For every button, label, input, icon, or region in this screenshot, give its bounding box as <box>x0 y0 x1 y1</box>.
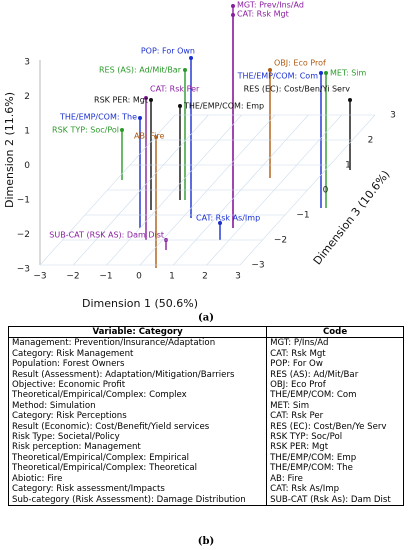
cell: Risk perception: Management <box>7 442 268 453</box>
y-tick-label: −3 <box>17 265 30 275</box>
row: Theoretical/Empirical/Complex: Empirical… <box>7 452 404 464</box>
cell: Objective: Economic Profit <box>7 380 268 391</box>
point-label: RES (EC): Cost/Ben/Yi Serv <box>244 85 351 94</box>
cell: RES (AS): Ad/Mit/Bar <box>266 369 404 381</box>
table: Variable: Category Code Management: Prev… <box>7 325 404 506</box>
point-label: SUB-CAT (RSK AS): Dam Dist <box>49 231 164 240</box>
cell: Result (Economic): Cost/Benefit/Yield se… <box>7 421 268 433</box>
x-axis-label: Dimension 1 (50.6%) <box>82 297 198 310</box>
z-tick-label: −2 <box>274 236 287 246</box>
y-axis-label: Dimension 2 (11.6%) <box>3 92 16 208</box>
z-tick-label: 1 <box>345 161 351 171</box>
y-tick-label: 1 <box>24 127 30 137</box>
point-label: AB: Fire <box>134 132 165 141</box>
cell: Abiotic: Fire <box>7 473 268 485</box>
y-tick-label: 3 <box>24 58 30 68</box>
header-cell: Code <box>266 325 404 339</box>
cell: Management: Prevention/Insurance/Adaptat… <box>7 337 268 349</box>
row: Theoretical/Empirical/Complex: Complex TH… <box>7 390 404 401</box>
caption-b: (b) <box>197 536 215 547</box>
cell: THE/EMP/COM: Com <box>266 390 404 401</box>
point-label: POP: For Own <box>141 47 195 56</box>
z-tick-label: 0 <box>323 186 329 196</box>
x-tick-label: 3 <box>235 272 241 282</box>
x-tick-label: 1 <box>169 272 175 282</box>
cell: Category: Risk Perceptions <box>7 411 268 422</box>
point-label: MET: Sim <box>330 69 367 78</box>
cell: SUB-CAT (Rsk As): Dam Dist <box>266 494 404 506</box>
cell: RSK PER: Mgt <box>266 442 404 453</box>
point-label: RES (AS): Ad/Mit/Bar <box>99 66 182 75</box>
cell: Population: Forest Owners <box>7 359 268 370</box>
cell: Sub-category (Risk Assessment): Damage D… <box>7 494 268 506</box>
row: Risk Type: Societal/Policy RSK TYP: Soc/P… <box>7 432 404 443</box>
x-tick-label: −2 <box>66 272 79 282</box>
cell: CAT: Rsk As/Imp <box>266 484 404 495</box>
z-axis-label: Dimension 3 (10.6%) <box>311 168 393 267</box>
cell: THE/EMP/COM: Emp <box>266 452 404 464</box>
y-tick-label: 2 <box>24 92 30 102</box>
x-tick-label: 2 <box>202 272 208 282</box>
row: Result (Economic): Cost/Benefit/Yield se… <box>7 421 404 433</box>
point-label: THE/EMP/COM: Emp <box>183 102 264 111</box>
point-label: MGT: Prev/Ins/Ad <box>237 1 304 10</box>
cell: Result (Assessment): Adaptation/Mitigati… <box>7 369 268 381</box>
row: Result (Assessment): Adaptation/Mitigati… <box>7 369 404 381</box>
cell: RSK TYP: Soc/Pol <box>266 432 404 443</box>
cell: THE/EMP/COM: The <box>266 463 404 474</box>
point-label: THE/EMP/COM: Com <box>237 72 319 81</box>
z-tick-label: −3 <box>251 261 264 271</box>
header-row: Variable: Category Code <box>7 325 404 339</box>
cell: MGT: P/Ins/Ad <box>266 337 404 349</box>
point-label: RSK TYP: Soc/Pol <box>52 126 119 135</box>
row: Risk perception: Management RSK PER: Mgt <box>7 442 404 453</box>
floor-grid <box>39 114 176 266</box>
row: Category: Risk assessment/Impacts CAT: Rs… <box>7 484 404 495</box>
row: Management: Prevention/Insurance/Adaptat… <box>7 337 404 349</box>
row: Theoretical/Empirical/Complex: Theoretic… <box>7 463 404 474</box>
x-tick-label: −3 <box>33 272 46 282</box>
row: Category: Risk Management CAT: Rsk Mgt <box>7 348 404 360</box>
row: Sub-category (Risk Assessment): Damage D… <box>7 494 404 506</box>
z-tick-label: 3 <box>390 111 396 121</box>
header-cell: Variable: Category <box>7 325 268 339</box>
point-label: CAT: Rsk Per <box>150 85 200 94</box>
cell: Risk Type: Societal/Policy <box>7 432 268 443</box>
row: Category: Risk Perceptions CAT: Rsk Per <box>7 411 404 422</box>
cell: Theoretical/Empirical/Complex: Theoretic… <box>7 463 268 474</box>
row: Objective: Economic Profit OBJ: Eco Prof <box>7 380 404 391</box>
row: Method: Simulation MET: Sim <box>7 400 404 412</box>
cell: Category: Risk Management <box>7 348 268 360</box>
cell: CAT: Rsk Per <box>266 411 404 422</box>
cell: CAT: Rsk Mgt <box>266 348 404 360</box>
cell: AB: Fire <box>266 473 404 485</box>
x-tick-label: 0 <box>136 272 142 282</box>
point-label: OBJ: Eco Prof <box>274 59 326 68</box>
y-tick-label: 0 <box>24 161 30 171</box>
cell: Theoretical/Empirical/Complex: Complex <box>7 390 268 401</box>
row: Population: Forest Owners POP: For Ow <box>7 359 404 370</box>
cell: RES (EC): Cost/Ben/Ye Serv <box>266 421 404 433</box>
cell: Theoretical/Empirical/Complex: Empirical <box>7 452 268 464</box>
point-label: CAT: Rsk As/Imp <box>196 214 260 223</box>
cell: POP: For Ow <box>266 359 404 370</box>
figure-a: Dimension 1 (50.6%) Dimension 2 (11.6%) … <box>3 1 396 324</box>
z-tick-label: −1 <box>296 211 309 221</box>
row: Abiotic: Fire AB: Fire <box>7 473 404 485</box>
y-tick-label: −2 <box>17 230 30 240</box>
floor-grid <box>73 114 209 266</box>
y-tick-label: −1 <box>17 196 30 206</box>
cell: OBJ: Eco Prof <box>266 380 404 391</box>
cell: Method: Simulation <box>7 400 268 412</box>
point-label: CAT: Rsk Mgt <box>237 10 289 19</box>
cell: MET: Sim <box>266 400 404 412</box>
cell: Category: Risk assessment/Impacts <box>7 484 268 495</box>
x-tick-label: −1 <box>99 272 112 282</box>
caption-a: (a) <box>198 313 214 324</box>
point-label: RSK PER: Mgt <box>94 96 148 105</box>
z-tick-label: 2 <box>368 136 374 146</box>
point-label: THE/EMP/COM: The <box>59 113 137 122</box>
